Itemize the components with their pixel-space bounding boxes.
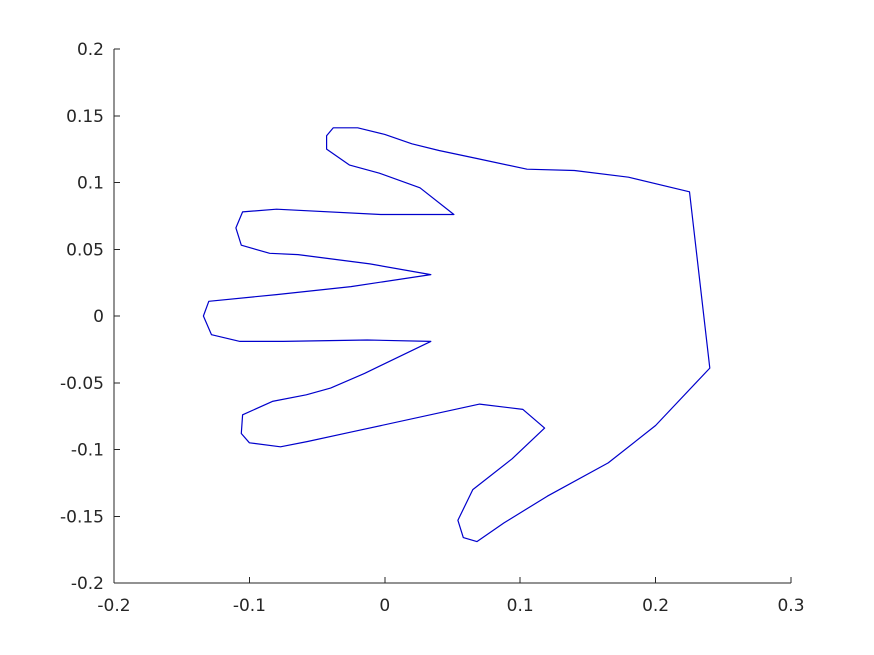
y-tick-label: 0.1 (77, 174, 104, 194)
y-tick-label: -0.05 (60, 374, 104, 394)
x-tick-label: 0.3 (777, 596, 804, 616)
hand-outline-line (202, 127, 711, 543)
y-tick-label: 0.15 (66, 107, 104, 127)
x-tick-label: 0 (379, 596, 390, 616)
x-tick-label: -0.1 (233, 596, 266, 616)
y-tick-label: -0.15 (60, 507, 104, 527)
y-tick-label: 0.2 (77, 40, 104, 60)
axes: -0.2 -0.1 0 0.1 0.2 0.3 -0.2 -0.15 -0.1 -0.05 0 0.0… (60, 40, 805, 616)
x-tick-label: -0.2 (97, 596, 130, 616)
y-tick-label: -0.2 (71, 574, 104, 594)
plot-area (202, 127, 711, 543)
y-tick-label: 0.05 (66, 240, 104, 260)
y-tick-label: 0 (93, 307, 104, 327)
y-tick-label: -0.1 (71, 441, 104, 461)
x-tick-label: 0.1 (507, 596, 534, 616)
x-tick-label: 0.2 (642, 596, 669, 616)
